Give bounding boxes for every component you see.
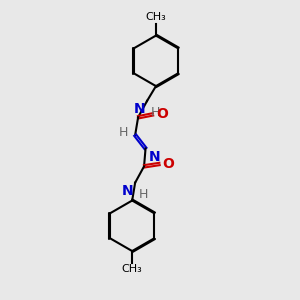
Text: O: O [156,107,168,121]
Text: H: H [151,106,160,119]
Text: H: H [139,188,148,201]
Text: CH₃: CH₃ [122,264,142,274]
Text: H: H [119,126,129,139]
Text: CH₃: CH₃ [146,12,166,22]
Text: O: O [163,157,174,171]
Text: N: N [122,184,134,198]
Text: N: N [148,150,160,164]
Text: N: N [134,102,146,116]
